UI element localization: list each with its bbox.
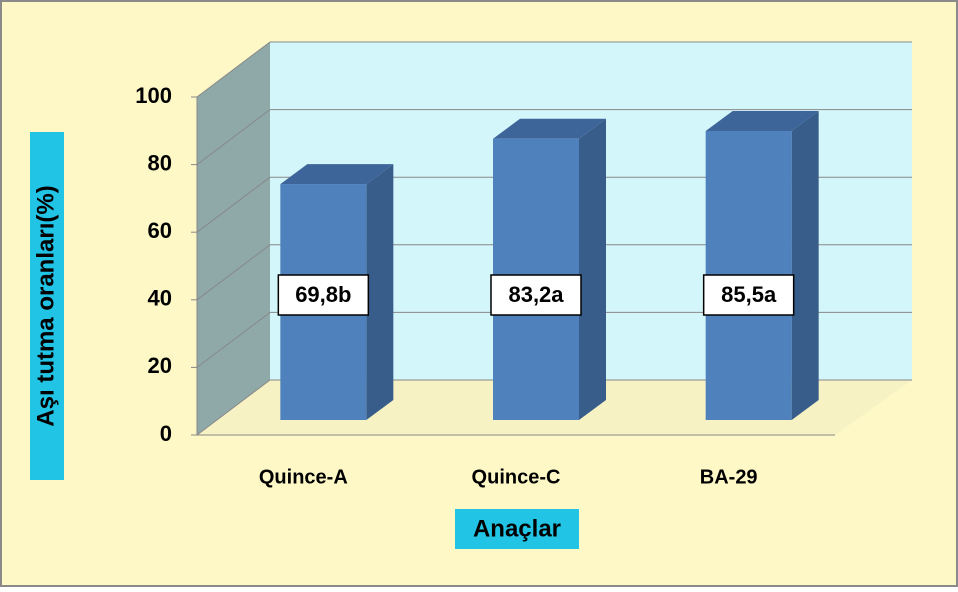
data-label-box [702,274,795,316]
data-label-box [490,274,582,316]
y-title-box [30,132,64,480]
data-label: 85,5a [721,282,777,307]
y-axis-title: Aşı tutma oranları(%) [32,185,59,426]
y-tick-label: 60 [148,218,172,243]
bar-top [705,111,819,132]
bar-side [791,111,819,420]
x-axis-title: Anaçlar [473,515,561,542]
y-tick-label: 100 [135,83,172,108]
bar-top [280,164,394,185]
y-tick-label: 80 [148,150,172,175]
y-tick-label: 0 [160,421,172,446]
bar-top [493,118,606,139]
y-tick-label: 20 [148,353,172,378]
y-tick-label: 40 [148,286,172,311]
bar-side [366,164,394,420]
x-tick-label: BA-29 [700,466,758,488]
grid-line [196,379,271,436]
side-wall [197,42,270,435]
x-title-box [455,509,579,549]
grid-line [196,312,271,368]
grid-line [196,109,271,165]
grid-line [196,244,271,301]
grid-line [196,41,271,98]
bar-side [579,118,606,420]
data-label-box [277,274,370,316]
data-label: 69,8b [295,282,351,307]
x-tick-label: Quince-A [259,466,348,488]
data-label: 83,2a [508,282,564,307]
grid-line [196,176,271,233]
x-tick-label: Quince-C [472,466,561,488]
